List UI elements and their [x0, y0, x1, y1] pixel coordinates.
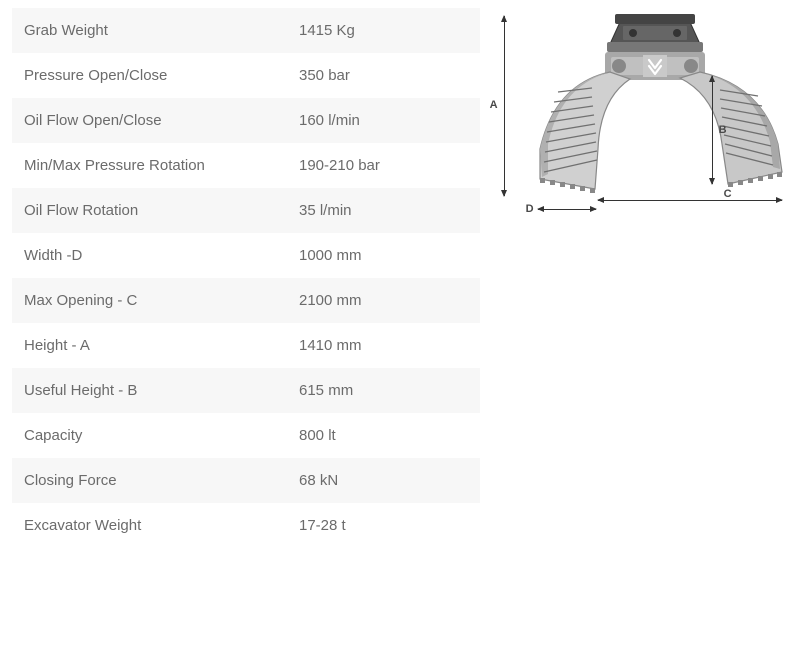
table-row: Closing Force 68 kN — [12, 458, 480, 503]
table-row: Useful Height - B 615 mm — [12, 368, 480, 413]
dimension-label-b: B — [719, 124, 727, 136]
spec-label: Closing Force — [24, 472, 299, 489]
table-row: Capacity 800 lt — [12, 413, 480, 458]
table-row: Grab Weight 1415 Kg — [12, 8, 480, 53]
dimension-arrow-b — [712, 76, 713, 184]
spec-value: 615 mm — [299, 382, 468, 399]
table-row: Oil Flow Open/Close 160 l/min — [12, 98, 480, 143]
dimension-label-d: D — [526, 203, 534, 215]
spec-label: Oil Flow Rotation — [24, 202, 299, 219]
spec-value: 1000 mm — [299, 247, 468, 264]
table-row: Excavator Weight 17-28 t — [12, 503, 480, 548]
spec-label: Useful Height - B — [24, 382, 299, 399]
spec-value: 800 lt — [299, 427, 468, 444]
spec-label: Width -D — [24, 247, 299, 264]
table-row: Oil Flow Rotation 35 l/min — [12, 188, 480, 233]
grab-illustration — [520, 14, 790, 204]
spec-value: 190-210 bar — [299, 157, 468, 174]
table-row: Pressure Open/Close 350 bar — [12, 53, 480, 98]
spec-value: 68 kN — [299, 472, 468, 489]
spec-label: Pressure Open/Close — [24, 67, 299, 84]
spec-value: 17-28 t — [299, 517, 468, 534]
spec-value: 350 bar — [299, 67, 468, 84]
spec-label: Grab Weight — [24, 22, 299, 39]
spec-value: 1410 mm — [299, 337, 468, 354]
spec-table: Grab Weight 1415 Kg Pressure Open/Close … — [12, 8, 480, 548]
product-diagram: A B C D — [490, 14, 788, 234]
spec-label: Height - A — [24, 337, 299, 354]
table-row: Height - A 1410 mm — [12, 323, 480, 368]
spec-value: 2100 mm — [299, 292, 468, 309]
spec-value: 1415 Kg — [299, 22, 468, 39]
dimension-arrow-a — [504, 16, 505, 196]
spec-value: 35 l/min — [299, 202, 468, 219]
table-row: Min/Max Pressure Rotation 190-210 bar — [12, 143, 480, 188]
spec-value: 160 l/min — [299, 112, 468, 129]
spec-label: Excavator Weight — [24, 517, 299, 534]
dimension-arrow-c — [598, 200, 782, 201]
spec-label: Max Opening - C — [24, 292, 299, 309]
table-row: Max Opening - C 2100 mm — [12, 278, 480, 323]
spec-label: Capacity — [24, 427, 299, 444]
dimension-label-a: A — [490, 99, 498, 111]
spec-label: Oil Flow Open/Close — [24, 112, 299, 129]
table-row: Width -D 1000 mm — [12, 233, 480, 278]
dimension-arrow-d — [538, 209, 596, 210]
spec-label: Min/Max Pressure Rotation — [24, 157, 299, 174]
dimension-label-c: C — [724, 188, 732, 200]
